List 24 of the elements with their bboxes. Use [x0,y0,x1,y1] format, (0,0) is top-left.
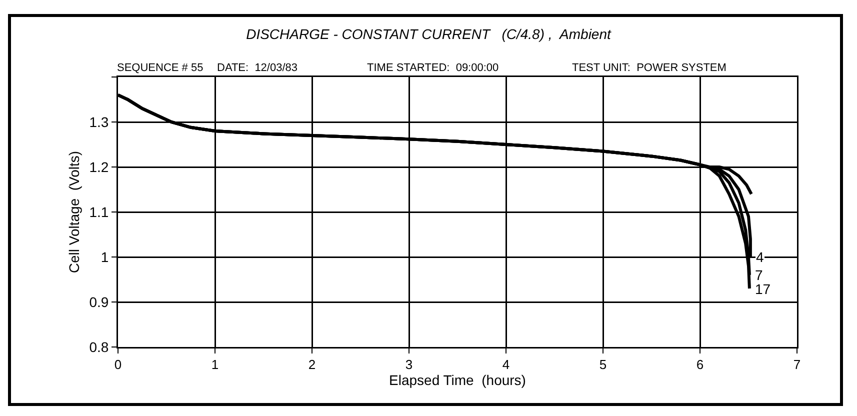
x-tick-label: 1 [211,357,219,372]
text: SEQUENCE # 55 [117,62,204,74]
y-axis-title: Cell Voltage (Volts) [66,150,82,274]
x-tick-label: 2 [308,357,316,372]
y-tick-label: 1 [100,248,109,265]
y-tick-label: 0.9 [89,294,109,310]
x-axis-title: Elapsed Time (hours) [389,372,526,388]
x-tick-label: 6 [696,357,704,372]
text: TIME STARTED: 09:00:00 [367,62,499,74]
text: DATE: 12/03/83 [217,62,298,74]
y-tick-label: 1.3 [89,114,109,130]
y-tick-label: 0.8 [89,338,109,355]
x-tick-label: 7 [793,357,801,372]
series-label: 7 [755,267,763,283]
x-tick-label: 5 [599,357,607,372]
text: TEST UNIT: POWER SYSTEM [572,62,726,74]
x-tick-label: 0 [114,357,122,372]
series-label: 4 [756,249,764,265]
chart-title: DISCHARGE - CONSTANT CURRENT (C/4.8) , Ambient [246,26,612,42]
x-tick-label: 4 [502,357,510,372]
y-tick-label: 1.2 [89,158,109,175]
y-tick-label: 1.1 [89,204,109,220]
x-tick-label: 3 [405,357,413,372]
series-label: 17 [755,281,771,297]
